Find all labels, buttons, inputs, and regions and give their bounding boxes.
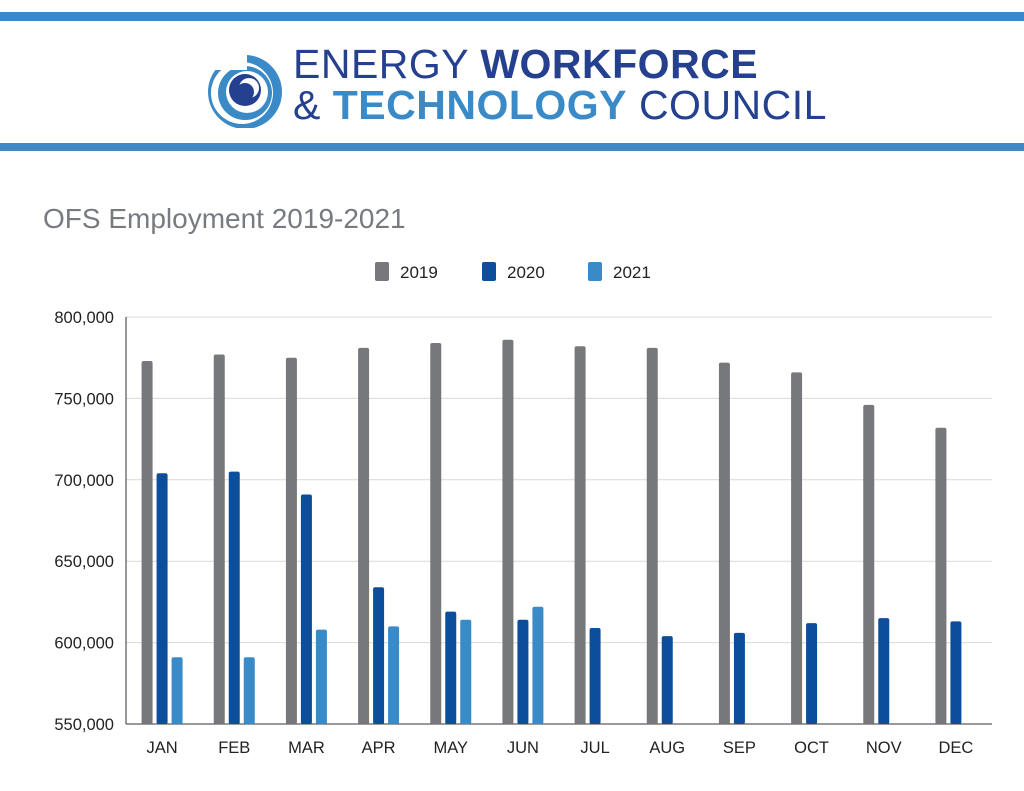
x-tick-label: JUN — [507, 739, 539, 757]
brand-technology: TECHNOLOGY — [332, 82, 628, 128]
bar-2020-oct — [806, 623, 818, 724]
bar-2019-mar — [285, 357, 297, 724]
brand-ampersand: & — [293, 82, 333, 128]
y-tick-label: 550,000 — [54, 716, 114, 734]
brand-council: COUNCIL — [627, 82, 827, 128]
brand-energy: ENERGY — [293, 41, 469, 87]
x-tick-label: SEP — [723, 739, 756, 757]
legend-swatch-2019 — [375, 262, 389, 281]
bar-2020-dec — [950, 621, 962, 724]
x-tick-label: AUG — [649, 739, 685, 757]
bar-2020-sep — [733, 632, 745, 724]
bar-2019-may — [430, 343, 442, 724]
legend-swatch-2020 — [482, 262, 496, 281]
bar-2019-dec — [935, 427, 947, 724]
bar-2021-jun — [532, 606, 544, 724]
brand-workforce: WORKFORCE — [480, 41, 759, 87]
bar-2020-jun — [517, 619, 529, 724]
bar-2020-jul — [589, 627, 601, 724]
y-tick-label: 650,000 — [54, 553, 114, 571]
header-bottom-bar — [0, 143, 1024, 151]
bar-2019-feb — [213, 354, 225, 724]
bar-2020-may — [445, 611, 457, 724]
y-tick-label: 600,000 — [54, 635, 114, 653]
header-top-bar — [0, 12, 1024, 21]
bar-2021-jan — [171, 657, 183, 724]
council-wordmark: ENERGY WORKFORCE & TECHNOLOGY COUNCIL — [293, 44, 827, 126]
council-logo-icon — [205, 48, 282, 128]
x-tick-label: APR — [362, 739, 396, 757]
bar-2019-jun — [502, 339, 514, 724]
bar-2019-oct — [791, 372, 803, 724]
legend-label-2020: 2020 — [507, 263, 545, 282]
bar-2019-aug — [646, 347, 658, 724]
legend-label-2019: 2019 — [400, 263, 438, 282]
x-tick-label: DEC — [938, 739, 973, 757]
legend-swatch-2021 — [588, 262, 602, 281]
x-tick-label: FEB — [218, 739, 250, 757]
bar-2021-mar — [315, 629, 327, 724]
bar-2020-nov — [878, 618, 890, 724]
x-tick-label: JAN — [146, 739, 177, 757]
x-tick-label: JUL — [580, 739, 609, 757]
bar-2021-apr — [388, 626, 400, 724]
y-tick-label: 700,000 — [54, 472, 114, 490]
bar-2019-apr — [358, 347, 370, 724]
bar-2019-jan — [141, 360, 153, 724]
chart-title: OFS Employment 2019-2021 — [43, 203, 406, 234]
bar-2020-mar — [300, 494, 312, 724]
bar-2019-jul — [574, 346, 586, 724]
bar-2020-aug — [661, 636, 673, 724]
y-tick-label: 750,000 — [54, 390, 114, 408]
bar-2020-apr — [373, 587, 385, 724]
bar-2021-may — [460, 619, 472, 724]
x-tick-label: MAY — [433, 739, 468, 757]
bar-2019-nov — [863, 404, 875, 724]
x-tick-label: NOV — [866, 739, 902, 757]
bar-2020-feb — [228, 471, 240, 724]
bar-2019-sep — [718, 362, 730, 724]
legend-label-2021: 2021 — [613, 263, 651, 282]
x-tick-label: OCT — [794, 739, 829, 757]
bar-2020-jan — [156, 473, 168, 724]
x-tick-label: MAR — [288, 739, 325, 757]
y-tick-label: 800,000 — [54, 309, 114, 327]
bar-2021-feb — [243, 657, 255, 724]
